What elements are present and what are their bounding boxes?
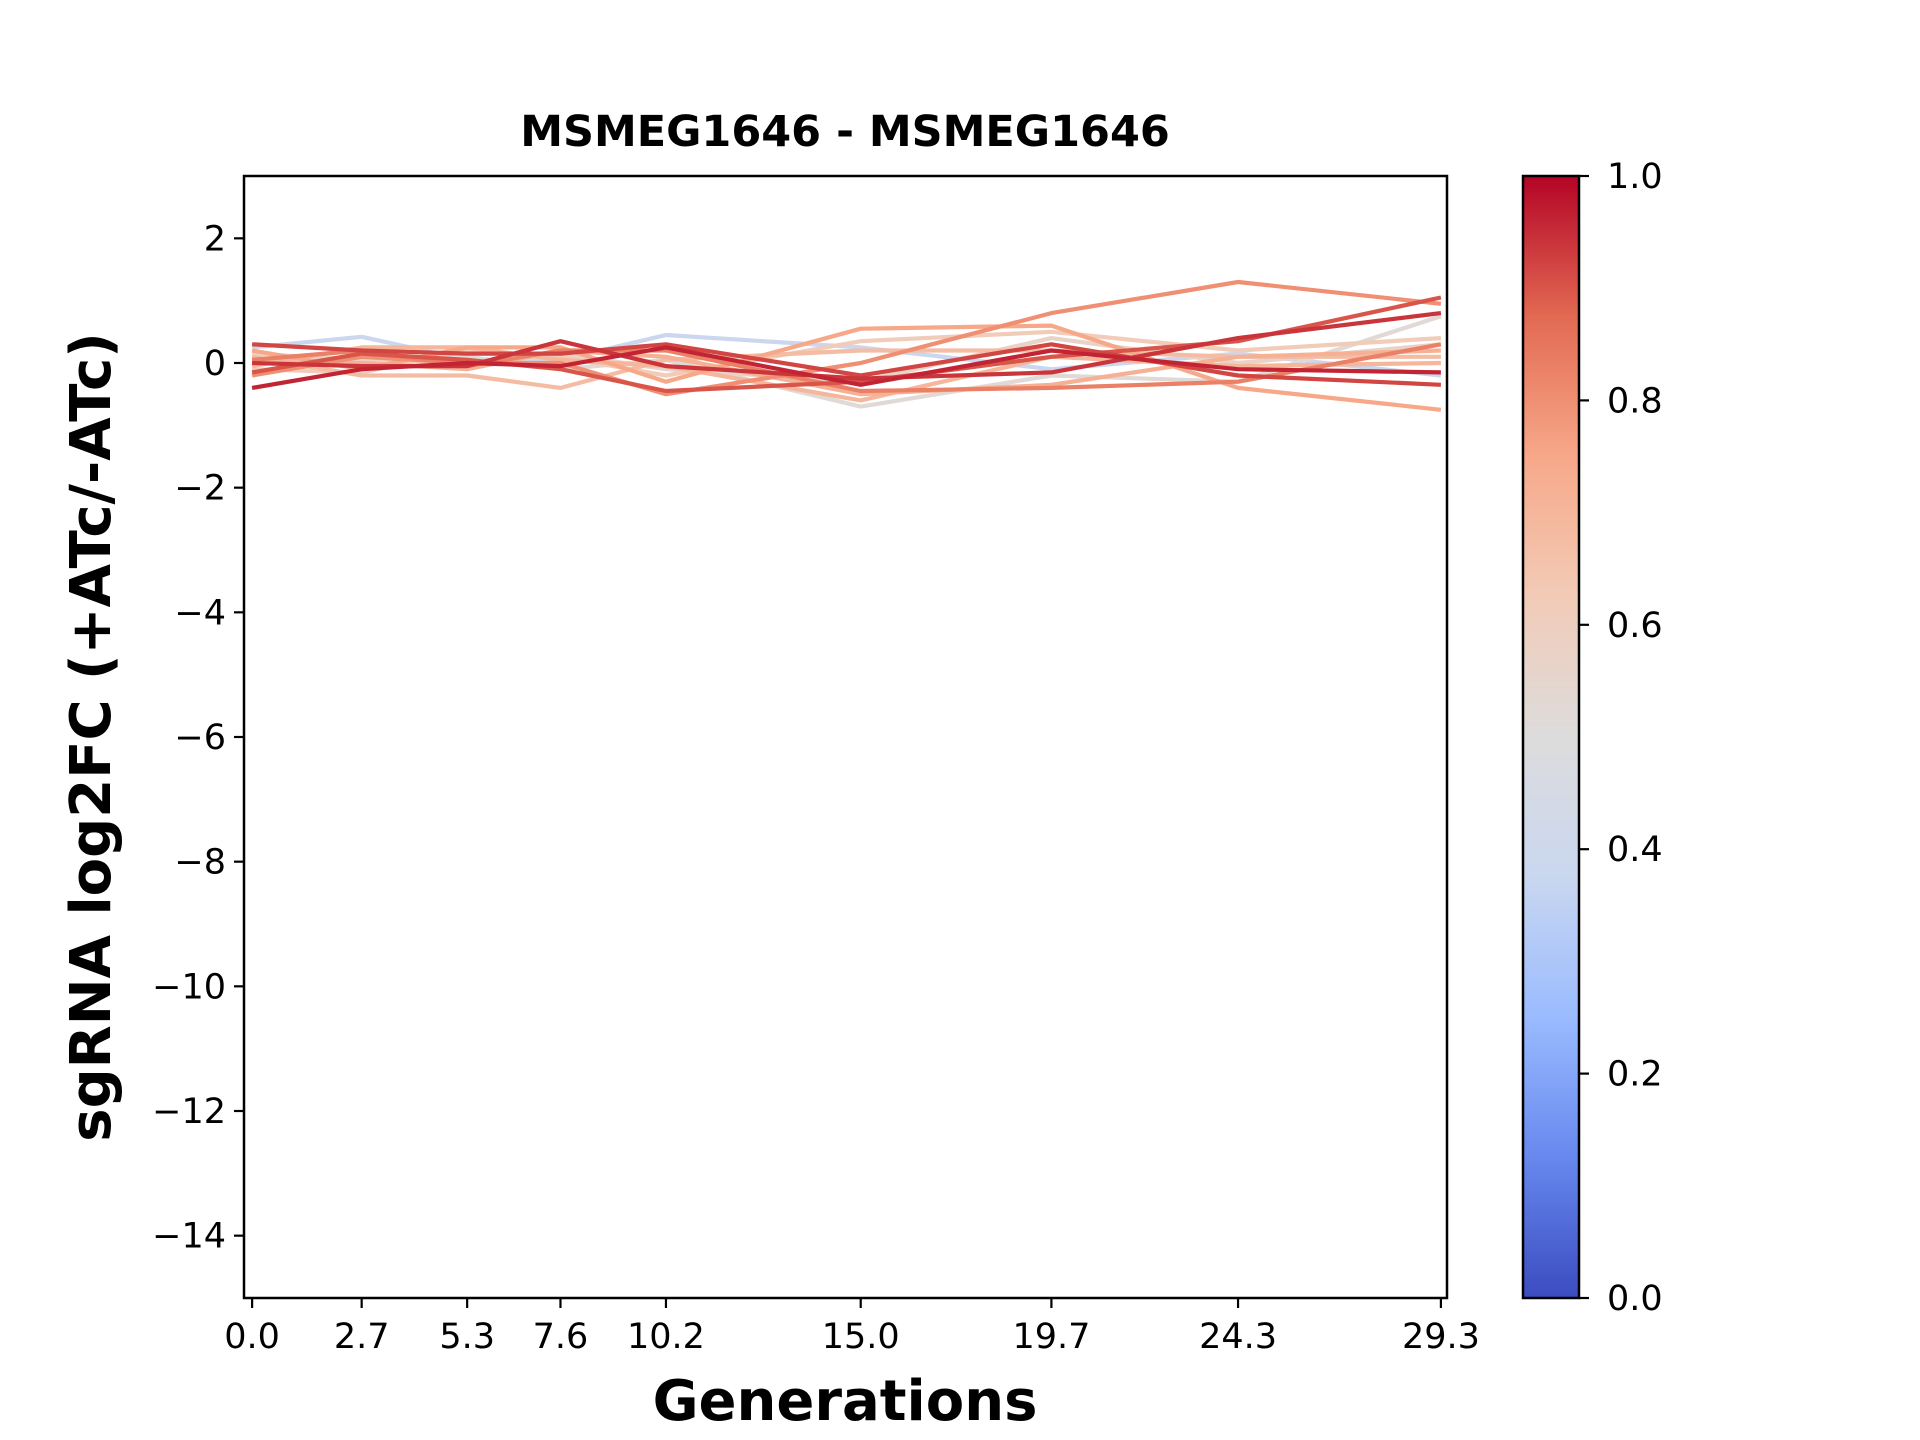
x-tick-label: 15.0 xyxy=(822,1317,900,1357)
colorbar-tick-label: 1.0 xyxy=(1607,157,1663,197)
series-line-9 xyxy=(251,279,1442,397)
series-layer xyxy=(251,279,1442,412)
y-tick-label: −4 xyxy=(174,593,226,633)
colorbar-tick-label: 0.2 xyxy=(1607,1055,1663,1095)
colorbar-tick-label: 0.6 xyxy=(1607,606,1663,646)
y-axis: 2 0 −2 −4 −6 −8 −10 −12 −14 xyxy=(152,219,244,1257)
x-tick-label: 5.3 xyxy=(439,1317,495,1357)
y-tick-label: −2 xyxy=(174,469,226,509)
series-line-5 xyxy=(251,348,1441,390)
colorbar xyxy=(1521,174,1581,1300)
series-line-14 xyxy=(251,345,1441,390)
series-line-12 xyxy=(251,342,1441,387)
series-line-1 xyxy=(251,332,1442,378)
y-tick-label: −6 xyxy=(174,718,226,758)
chart-title: MSMEG1646 - MSMEG1646 xyxy=(520,107,1170,157)
x-tick-label: 2.7 xyxy=(334,1317,390,1357)
x-tick-label: 29.3 xyxy=(1402,1317,1480,1357)
series-line-11 xyxy=(251,295,1442,394)
colorbar-axis: 0.0 0.2 0.4 0.6 0.8 1.0 xyxy=(1579,157,1663,1319)
x-axis: 0.0 2.7 5.3 7.6 10.2 15.0 19.7 24.3 29.3 xyxy=(224,1298,1480,1357)
x-tick-label: 10.2 xyxy=(627,1317,705,1357)
y-axis-label: sgRNA log2FC (+ATc/-ATc) xyxy=(59,332,124,1142)
x-tick-label: 19.7 xyxy=(1012,1317,1090,1357)
x-tick-label: 24.3 xyxy=(1199,1317,1277,1357)
y-tick-label: −14 xyxy=(152,1217,226,1257)
y-tick-label: −10 xyxy=(152,967,226,1007)
colorbar-tick-label: 0.8 xyxy=(1607,381,1663,421)
colorbar-tick-label: 0.4 xyxy=(1607,830,1663,870)
x-tick-label: 7.6 xyxy=(533,1317,589,1357)
y-tick-label: 2 xyxy=(204,219,226,259)
x-tick-label: 0.0 xyxy=(224,1317,280,1357)
colorbar-tick-label: 0.0 xyxy=(1607,1279,1663,1319)
y-tick-label: −8 xyxy=(174,843,226,883)
x-axis-label: Generations xyxy=(653,1369,1038,1434)
y-tick-label: −12 xyxy=(152,1092,226,1132)
y-tick-label: 0 xyxy=(204,344,226,384)
